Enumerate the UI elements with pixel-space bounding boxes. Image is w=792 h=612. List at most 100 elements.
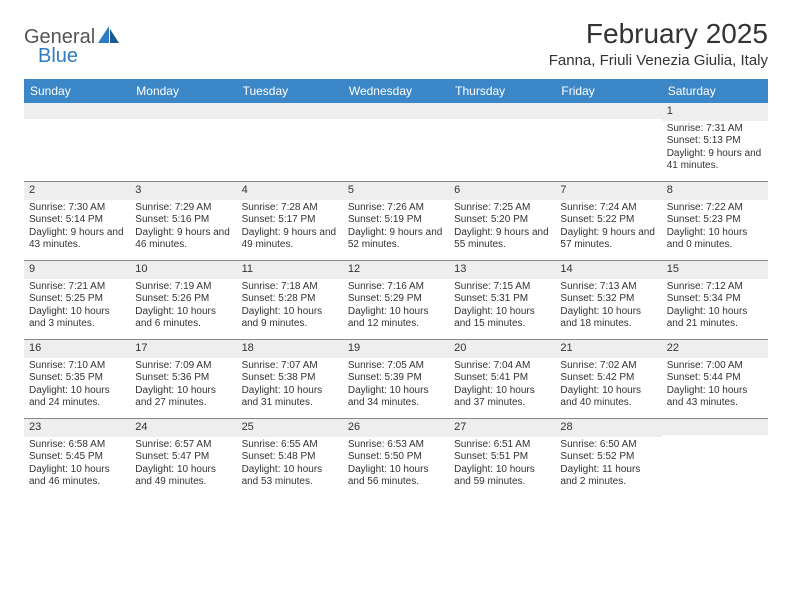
day-detail-line: Sunset: 5:22 PM xyxy=(560,214,656,227)
day-number: 7 xyxy=(555,182,661,200)
day-detail-line: Daylight: 9 hours and 49 minutes. xyxy=(242,227,338,252)
day-cell: 18Sunrise: 7:07 AMSunset: 5:38 PMDayligh… xyxy=(237,340,343,418)
day-detail-line: Daylight: 10 hours and 9 minutes. xyxy=(242,306,338,331)
day-cell: 7 Sunrise: 7:24 AMSunset: 5:22 PMDaylight… xyxy=(555,182,661,260)
day-detail-line: Sunset: 5:39 PM xyxy=(348,372,444,385)
day-detail-line: Daylight: 10 hours and 24 minutes. xyxy=(29,385,125,410)
day-cell: 24Sunrise: 6:57 AMSunset: 5:47 PMDayligh… xyxy=(130,419,236,497)
day-number xyxy=(24,103,130,119)
day-cell: 4Sunrise: 7:28 AMSunset: 5:17 PMDaylight… xyxy=(237,182,343,260)
day-cell: 13Sunrise: 7:15 AMSunset: 5:31 PMDayligh… xyxy=(449,261,555,339)
day-detail-line: Daylight: 10 hours and 59 minutes. xyxy=(454,464,550,489)
day-detail-line: Daylight: 10 hours and 21 minutes. xyxy=(667,306,763,331)
day-detail-line: Sunrise: 6:55 AM xyxy=(242,439,338,452)
day-detail-line: Sunrise: 7:25 AM xyxy=(454,202,550,215)
day-detail-line: Sunrise: 7:13 AM xyxy=(560,281,656,294)
day-number: 26 xyxy=(343,419,449,437)
day-number: 22 xyxy=(662,340,768,358)
day-number: 15 xyxy=(662,261,768,279)
day-detail-line: Sunrise: 7:12 AM xyxy=(667,281,763,294)
day-cell: 15 Sunrise: 7:12 AMSunset: 5:34 PMDayligh… xyxy=(662,261,768,339)
day-header: Monday xyxy=(130,79,236,103)
day-cell: 21Sunrise: 7:02 AMSunset: 5:42 PMDayligh… xyxy=(555,340,661,418)
day-cell: 27Sunrise: 6:51 AMSunset: 5:51 PMDayligh… xyxy=(449,419,555,497)
day-detail-line: Sunset: 5:45 PM xyxy=(29,451,125,464)
day-header: Tuesday xyxy=(237,79,343,103)
day-detail-line: Daylight: 10 hours and 12 minutes. xyxy=(348,306,444,331)
day-number: 11 xyxy=(237,261,343,279)
day-number xyxy=(343,103,449,119)
day-detail-line: Sunrise: 6:57 AM xyxy=(135,439,231,452)
day-number: 24 xyxy=(130,419,236,437)
day-number: 8 xyxy=(662,182,768,200)
day-detail-line: Sunset: 5:50 PM xyxy=(348,451,444,464)
day-cell: 1Sunrise: 7:31 AMSunset: 5:13 PMDaylight… xyxy=(662,103,768,181)
day-number: 21 xyxy=(555,340,661,358)
day-detail-line: Daylight: 10 hours and 15 minutes. xyxy=(454,306,550,331)
logo-sail-icon xyxy=(98,26,120,49)
day-number xyxy=(555,103,661,119)
day-number: 3 xyxy=(130,182,236,200)
day-cell: 28Sunrise: 6:50 AMSunset: 5:52 PMDayligh… xyxy=(555,419,661,497)
day-cell xyxy=(237,103,343,181)
day-detail-line: Sunrise: 7:07 AM xyxy=(242,360,338,373)
day-number: 13 xyxy=(449,261,555,279)
day-detail-line: Daylight: 9 hours and 46 minutes. xyxy=(135,227,231,252)
day-number xyxy=(130,103,236,119)
day-cell: 5 Sunrise: 7:26 AMSunset: 5:19 PMDaylight… xyxy=(343,182,449,260)
day-cell: 9Sunrise: 7:21 AMSunset: 5:25 PMDaylight… xyxy=(24,261,130,339)
day-detail-line: Sunset: 5:20 PM xyxy=(454,214,550,227)
day-header: Friday xyxy=(555,79,661,103)
day-detail-line: Sunrise: 7:26 AM xyxy=(348,202,444,215)
day-detail-line: Sunrise: 7:04 AM xyxy=(454,360,550,373)
page-title: February 2025 xyxy=(549,18,768,50)
day-number: 2 xyxy=(24,182,130,200)
day-number: 25 xyxy=(237,419,343,437)
day-detail-line: Sunrise: 7:21 AM xyxy=(29,281,125,294)
day-number xyxy=(662,419,768,435)
day-cell: 2Sunrise: 7:30 AMSunset: 5:14 PMDaylight… xyxy=(24,182,130,260)
day-detail-line: Sunrise: 7:18 AM xyxy=(242,281,338,294)
day-detail-line: Sunset: 5:23 PM xyxy=(667,214,763,227)
day-detail-line: Sunrise: 7:16 AM xyxy=(348,281,444,294)
day-detail-line: Sunset: 5:47 PM xyxy=(135,451,231,464)
day-detail-line: Sunset: 5:26 PM xyxy=(135,293,231,306)
day-detail-line: Sunset: 5:41 PM xyxy=(454,372,550,385)
calendar-week: 1Sunrise: 7:31 AMSunset: 5:13 PMDaylight… xyxy=(24,103,768,181)
calendar-body: 1Sunrise: 7:31 AMSunset: 5:13 PMDaylight… xyxy=(24,103,768,497)
day-detail-line: Sunrise: 7:24 AM xyxy=(560,202,656,215)
day-detail-line: Daylight: 9 hours and 57 minutes. xyxy=(560,227,656,252)
day-detail-line: Sunset: 5:13 PM xyxy=(667,135,763,148)
day-detail-line: Daylight: 10 hours and 31 minutes. xyxy=(242,385,338,410)
day-number: 14 xyxy=(555,261,661,279)
day-number: 17 xyxy=(130,340,236,358)
day-number: 20 xyxy=(449,340,555,358)
calendar-week: 9Sunrise: 7:21 AMSunset: 5:25 PMDaylight… xyxy=(24,260,768,339)
day-detail-line: Daylight: 9 hours and 52 minutes. xyxy=(348,227,444,252)
calendar-week: 2Sunrise: 7:30 AMSunset: 5:14 PMDaylight… xyxy=(24,181,768,260)
day-cell xyxy=(24,103,130,181)
day-number: 6 xyxy=(449,182,555,200)
day-detail-line: Sunrise: 7:31 AM xyxy=(667,123,763,136)
day-detail-line: Sunset: 5:25 PM xyxy=(29,293,125,306)
day-detail-line: Sunset: 5:51 PM xyxy=(454,451,550,464)
day-cell: 12Sunrise: 7:16 AMSunset: 5:29 PMDayligh… xyxy=(343,261,449,339)
day-detail-line: Sunset: 5:19 PM xyxy=(348,214,444,227)
day-number: 18 xyxy=(237,340,343,358)
day-number: 10 xyxy=(130,261,236,279)
day-cell: 20Sunrise: 7:04 AMSunset: 5:41 PMDayligh… xyxy=(449,340,555,418)
day-cell: 25Sunrise: 6:55 AMSunset: 5:48 PMDayligh… xyxy=(237,419,343,497)
day-cell xyxy=(130,103,236,181)
day-detail-line: Daylight: 9 hours and 55 minutes. xyxy=(454,227,550,252)
day-number: 4 xyxy=(237,182,343,200)
day-number: 5 xyxy=(343,182,449,200)
day-detail-line: Sunset: 5:48 PM xyxy=(242,451,338,464)
day-detail-line: Sunrise: 6:51 AM xyxy=(454,439,550,452)
day-detail-line: Sunset: 5:34 PM xyxy=(667,293,763,306)
day-detail-line: Daylight: 10 hours and 40 minutes. xyxy=(560,385,656,410)
day-detail-line: Sunrise: 7:29 AM xyxy=(135,202,231,215)
day-cell xyxy=(449,103,555,181)
day-number: 16 xyxy=(24,340,130,358)
day-number: 19 xyxy=(343,340,449,358)
day-cell: 6 Sunrise: 7:25 AMSunset: 5:20 PMDaylight… xyxy=(449,182,555,260)
